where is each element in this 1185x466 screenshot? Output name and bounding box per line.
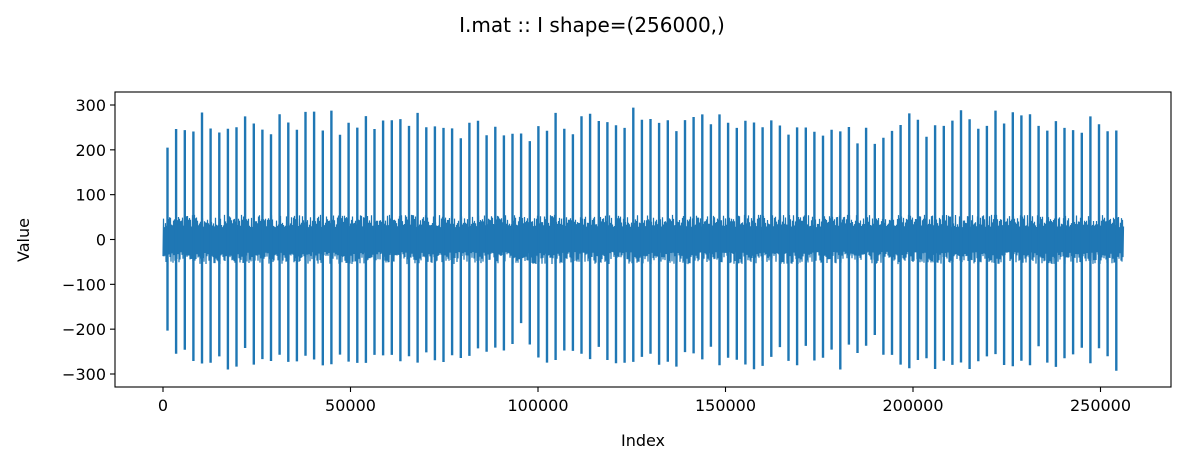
y-axis: −300 −200 −100 0 100 200 300 <box>62 96 115 384</box>
y-tick-label: −300 <box>62 365 106 384</box>
y-tick-label: −200 <box>62 320 106 339</box>
x-tick-label: 200000 <box>882 396 943 415</box>
chart-title: I.mat :: I shape=(256000,) <box>459 13 725 37</box>
y-tick-label: 100 <box>75 186 106 205</box>
x-tick-label: 250000 <box>1070 396 1131 415</box>
y-tick-label: 300 <box>75 96 106 115</box>
y-tick-label: 0 <box>96 231 106 250</box>
x-tick-label: 0 <box>158 396 168 415</box>
plot-area <box>114 91 1172 388</box>
series-layer <box>162 107 1125 371</box>
x-tick-label: 50000 <box>325 396 376 415</box>
x-tick-label: 150000 <box>695 396 756 415</box>
x-tick-label: 100000 <box>507 396 568 415</box>
y-tick-label: −100 <box>62 275 106 294</box>
y-tick-label: 200 <box>75 141 106 160</box>
x-axis: 0 50000 100000 150000 200000 250000 <box>158 387 1131 415</box>
x-axis-label: Index <box>621 431 665 450</box>
y-axis-label: Value <box>14 218 33 262</box>
